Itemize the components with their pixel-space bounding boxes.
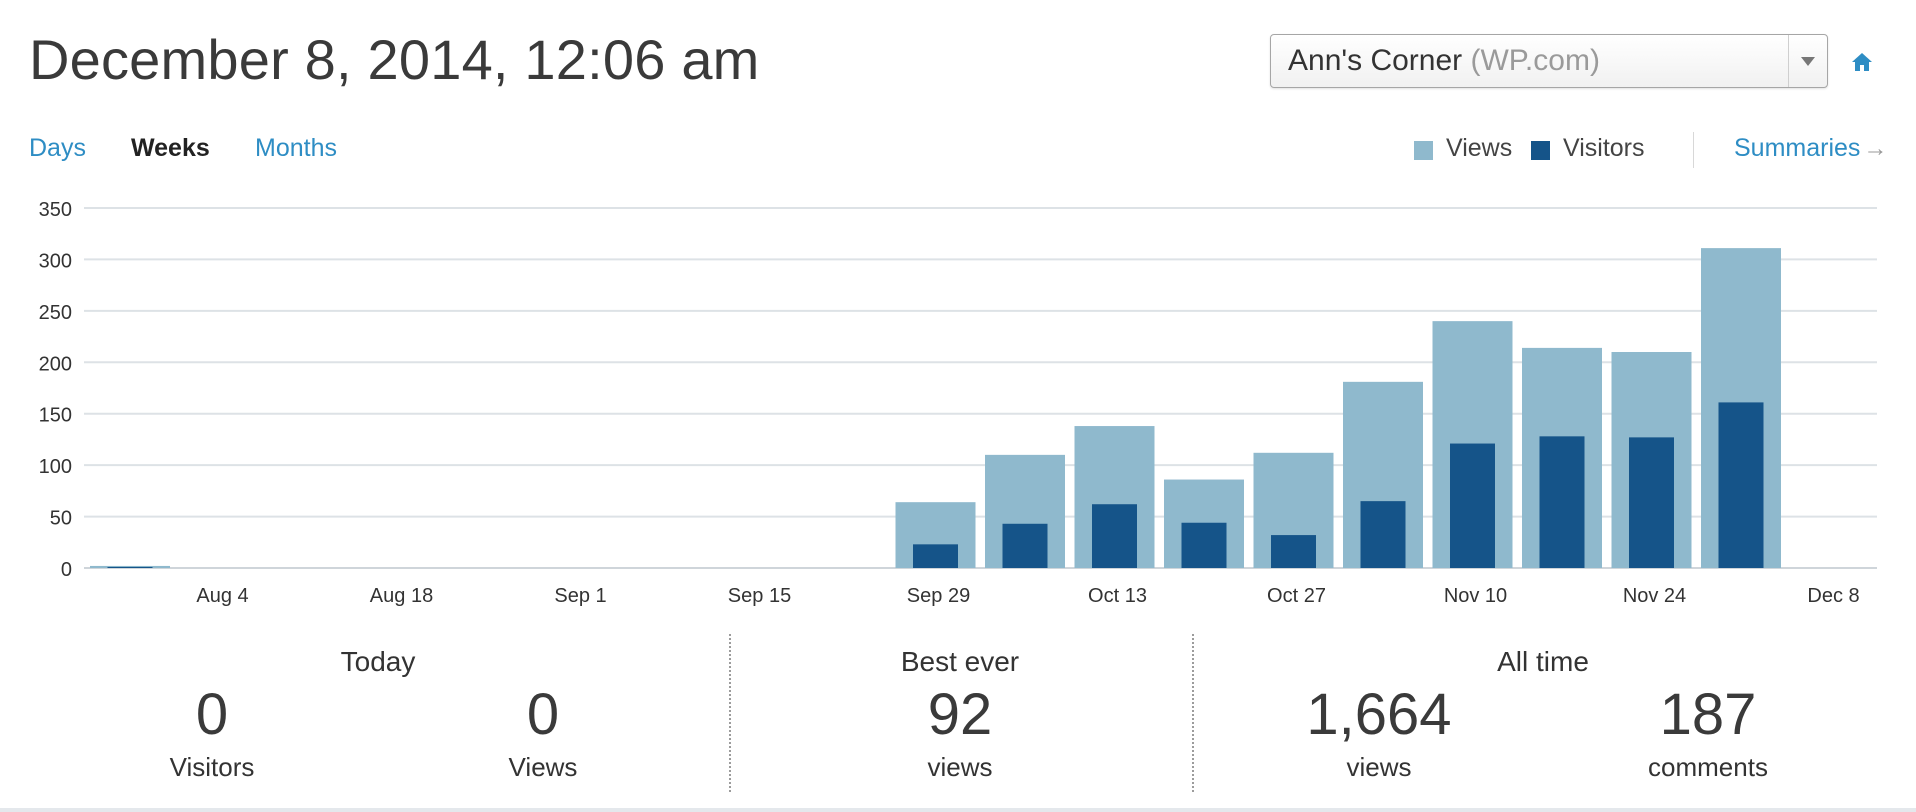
legend-divider [1693,132,1694,168]
x-tick-label: Nov 10 [1444,585,1507,607]
summaries-link[interactable]: Summaries → [1734,134,1887,163]
today-title: Today [340,646,416,677]
blog-selector-value: Ann's Corner (WP.com) [1271,44,1788,78]
y-tick-label: 100 [39,456,72,478]
bar-visitors [1539,436,1585,568]
x-tick-label: Oct 13 [1088,585,1147,607]
bar-visitors [1629,437,1674,568]
legend-swatch-views [1414,141,1433,160]
stats-chart: 0 50 100 150 200 250 300 350 Aug 4 Aug 18 Sep 1 Sep… [39,199,1877,607]
today-visitors-value: 0 [195,682,229,747]
summaries-label: Summaries [1734,134,1861,162]
x-tick-label: Dec 8 [1807,585,1859,607]
y-tick-label: 350 [39,199,72,221]
legend-label-visitors: Visitors [1563,134,1645,162]
home-icon[interactable] [1851,52,1873,72]
stats-divider [1192,634,1194,792]
all-time-views-label: views [1346,752,1412,782]
tab-months[interactable]: Months [255,134,337,162]
bar-visitors [1181,522,1227,568]
x-tick-label: Sep 15 [728,585,791,607]
all-time-comments-value: 187 [1659,682,1757,747]
x-tick-label: Aug 4 [196,585,248,607]
y-tick-label: 0 [61,559,72,581]
best-ever-title: Best ever [900,646,1020,677]
x-tick-label: Sep 1 [554,585,606,607]
bottom-rule [0,808,1916,812]
y-tick-label: 300 [39,250,72,272]
tab-days[interactable]: Days [29,134,86,162]
legend-label-views: Views [1446,134,1513,162]
all-time-views-value: 1,664 [1306,682,1452,747]
tab-weeks[interactable]: Weeks [131,134,210,162]
bar-visitors [1718,402,1764,568]
best-ever-value: 92 [927,682,993,747]
arrow-right-icon: → [1863,135,1888,162]
y-tick-label: 200 [39,353,72,375]
today-visitors-label: Visitors [169,752,255,782]
today-views-label: Views [508,752,578,782]
x-tick-label: Nov 24 [1623,585,1686,607]
bar-visitors [1450,443,1495,568]
page-title: December 8, 2014, 12:06 am [29,28,760,91]
x-tick-label: Sep 29 [907,585,970,607]
caret-shape [1801,56,1815,66]
bar-visitors [1092,504,1137,568]
y-tick-label: 50 [50,508,72,530]
blog-name: Ann's Corner [1288,44,1463,77]
all-time-title: All time [1497,646,1589,677]
stats-divider [729,634,731,792]
stats-summary: Today 0 Visitors 0 Views Best ever 92 vi… [0,632,1916,812]
best-ever-label: views [927,752,993,782]
x-tick-label: Aug 18 [370,585,433,607]
today-views-value: 0 [526,682,560,747]
blog-host: (WP.com) [1470,44,1600,77]
bar-visitors [107,566,153,568]
y-tick-label: 250 [39,302,72,324]
blog-selector[interactable]: Ann's Corner (WP.com) [1270,34,1828,88]
x-tick-label: Oct 27 [1267,585,1326,607]
bar-visitors [1360,501,1406,568]
bar-visitors [913,544,958,568]
all-time-comments-label: comments [1648,752,1768,782]
bar-visitors [1002,523,1048,568]
caret-down-icon[interactable] [1788,35,1827,87]
y-tick-label: 150 [39,405,72,427]
bar-visitors [1271,535,1316,568]
legend-swatch-visitors [1531,141,1550,160]
